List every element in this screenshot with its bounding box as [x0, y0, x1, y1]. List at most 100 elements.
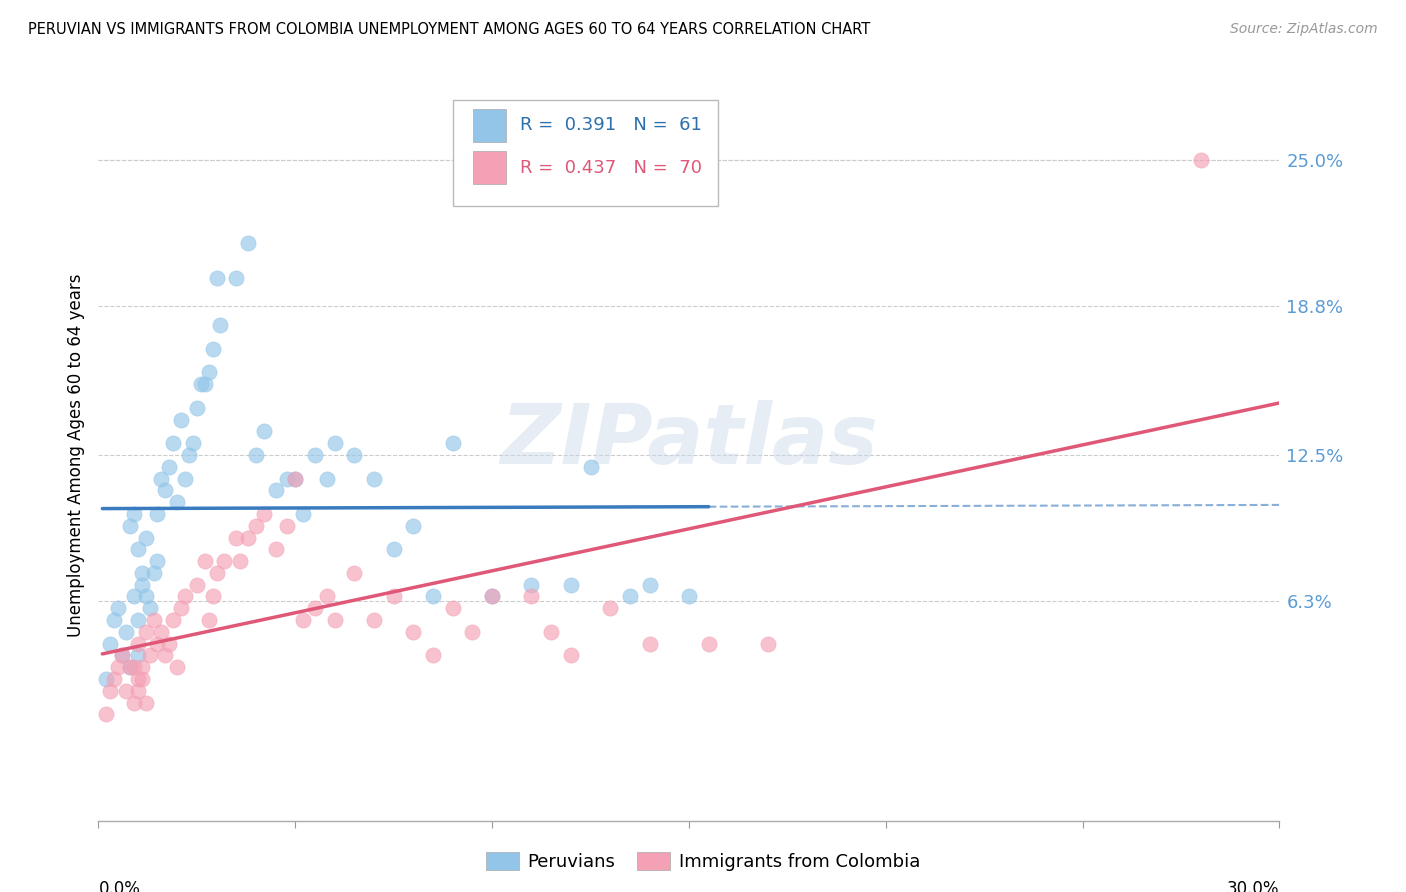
Point: [107, 601, 129, 615]
Point: [343, 448, 366, 462]
Text: Source: ZipAtlas.com: Source: ZipAtlas.com: [1230, 22, 1378, 37]
Text: R =  0.391   N =  61: R = 0.391 N = 61: [520, 117, 702, 135]
Text: R =  0.437   N =  70: R = 0.437 N = 70: [520, 159, 702, 177]
Point: [194, 377, 217, 392]
Point: [118, 518, 141, 533]
Point: [177, 448, 200, 462]
Point: [131, 660, 153, 674]
Point: [382, 590, 405, 604]
Point: [131, 577, 153, 591]
Point: [96, 672, 118, 686]
Point: [292, 613, 315, 627]
Point: [323, 613, 346, 627]
Point: [181, 436, 204, 450]
Point: [225, 531, 247, 545]
Point: [225, 271, 247, 285]
Point: [155, 483, 177, 498]
Point: [284, 471, 307, 485]
Point: [107, 660, 129, 674]
Point: [304, 448, 326, 462]
Point: [122, 696, 145, 710]
Point: [245, 448, 267, 462]
Point: [122, 660, 145, 674]
Point: [253, 425, 276, 439]
Point: [363, 613, 385, 627]
Point: [638, 637, 661, 651]
Point: [209, 318, 232, 333]
Point: [560, 648, 582, 663]
Point: [276, 471, 298, 485]
Point: [122, 590, 145, 604]
Point: [127, 542, 149, 557]
Point: [127, 637, 149, 651]
Point: [127, 648, 149, 663]
Point: [201, 590, 224, 604]
Point: [146, 637, 169, 651]
Point: [756, 637, 779, 651]
Point: [481, 590, 503, 604]
Point: [138, 648, 160, 663]
Point: [619, 590, 641, 604]
Point: [323, 436, 346, 450]
Point: [115, 624, 138, 639]
Point: [520, 590, 543, 604]
Point: [162, 436, 184, 450]
Point: [166, 495, 188, 509]
Point: [190, 377, 212, 392]
Point: [170, 412, 193, 426]
Text: 30.0%: 30.0%: [1227, 880, 1279, 892]
Point: [214, 554, 236, 568]
Point: [560, 577, 582, 591]
Point: [135, 531, 157, 545]
Point: [422, 648, 444, 663]
Point: [229, 554, 252, 568]
Point: [135, 696, 157, 710]
Point: [197, 365, 219, 379]
Point: [146, 554, 169, 568]
Point: [135, 624, 157, 639]
Point: [264, 483, 287, 498]
Point: [122, 507, 145, 521]
Bar: [472, 152, 506, 185]
Point: [315, 590, 337, 604]
Point: [155, 648, 177, 663]
Point: [103, 672, 125, 686]
Point: [245, 518, 267, 533]
Point: [174, 590, 197, 604]
Point: [96, 707, 118, 722]
Point: [402, 518, 425, 533]
Point: [382, 542, 405, 557]
Point: [174, 471, 197, 485]
Point: [422, 590, 444, 604]
Point: [127, 672, 149, 686]
Text: PERUVIAN VS IMMIGRANTS FROM COLOMBIA UNEMPLOYMENT AMONG AGES 60 TO 64 YEARS CORR: PERUVIAN VS IMMIGRANTS FROM COLOMBIA UNE…: [28, 22, 870, 37]
Bar: [472, 109, 506, 142]
Point: [205, 566, 228, 580]
Point: [170, 601, 193, 615]
Point: [276, 518, 298, 533]
Point: [343, 566, 366, 580]
Point: [98, 637, 121, 651]
Point: [118, 660, 141, 674]
Point: [292, 507, 315, 521]
Point: [150, 624, 173, 639]
FancyBboxPatch shape: [453, 100, 718, 206]
Point: [579, 459, 602, 474]
Point: [481, 590, 503, 604]
Y-axis label: Unemployment Among Ages 60 to 64 years: Unemployment Among Ages 60 to 64 years: [66, 273, 84, 637]
Point: [127, 684, 149, 698]
Point: [678, 590, 700, 604]
Text: ZIPatlas: ZIPatlas: [501, 400, 877, 481]
Point: [197, 613, 219, 627]
Point: [135, 590, 157, 604]
Point: [146, 507, 169, 521]
Point: [103, 613, 125, 627]
Point: [115, 684, 138, 698]
Point: [402, 624, 425, 639]
Point: [166, 660, 188, 674]
Point: [131, 672, 153, 686]
Point: [118, 660, 141, 674]
Point: [697, 637, 720, 651]
Point: [186, 401, 208, 415]
Point: [264, 542, 287, 557]
